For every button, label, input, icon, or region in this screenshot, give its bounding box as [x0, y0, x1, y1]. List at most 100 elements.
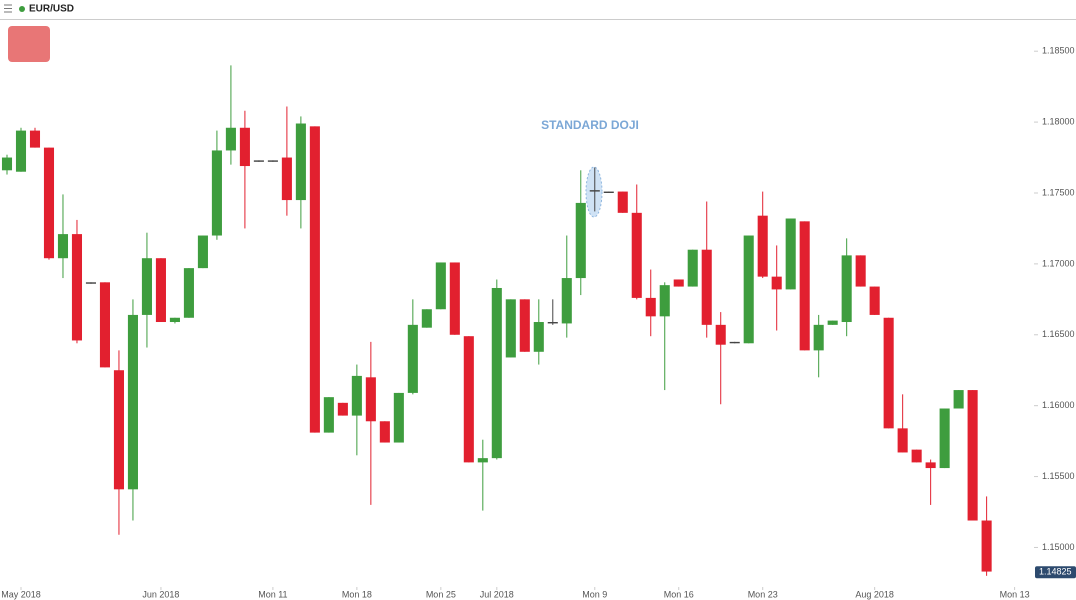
candle-body [729, 341, 740, 344]
candle-body [435, 262, 446, 310]
y-tick-label: 1.15000 [1042, 542, 1075, 552]
candle-body [1, 157, 13, 171]
candle-body [953, 390, 964, 409]
x-tick-label: Mon 23 [748, 589, 778, 599]
candle-body [561, 278, 572, 324]
candle-body [743, 235, 754, 344]
candle-body [15, 130, 27, 172]
candle-body [575, 202, 586, 279]
candle-body [253, 160, 264, 162]
candle-body [939, 408, 950, 469]
candle-body [967, 390, 978, 521]
candle-body [855, 255, 866, 287]
candle-body [71, 234, 83, 341]
candle-body [295, 123, 306, 201]
last-price-label: 1.14825 [1039, 567, 1072, 577]
candle-body [981, 520, 992, 572]
candle-body [869, 286, 880, 315]
candle-body [57, 234, 69, 259]
candle-body [841, 255, 852, 323]
candle-body [757, 215, 768, 277]
candle-body [379, 421, 390, 443]
candle-body [309, 126, 320, 433]
candle-body [449, 262, 460, 335]
menu-icon[interactable] [4, 4, 12, 13]
candle-body [463, 336, 474, 463]
candle-body [155, 258, 166, 323]
candle-body [211, 150, 222, 236]
candle-body [127, 314, 138, 490]
candle-body [925, 462, 936, 469]
candle-body [533, 322, 544, 352]
candle-body [225, 127, 236, 151]
candle-body [239, 127, 250, 167]
candle-body [785, 218, 796, 290]
x-tick-label: Mon 18 [342, 589, 372, 599]
y-tick-label: 1.15500 [1042, 471, 1075, 481]
candle-body [491, 287, 502, 459]
x-tick-label: Mon 11 [258, 589, 287, 599]
y-tick-label: 1.16000 [1042, 400, 1075, 410]
candle-body [85, 282, 97, 284]
candle-body [673, 279, 684, 287]
y-tick-label: 1.16500 [1042, 329, 1075, 339]
candle-body [421, 309, 432, 328]
candle-body [603, 191, 614, 193]
candle-body [631, 212, 642, 298]
candle-body [645, 297, 656, 317]
y-tick-label: 1.18500 [1042, 46, 1075, 56]
x-tick-label: Jun 2018 [142, 589, 179, 599]
x-tick-label: Mon 16 [664, 589, 694, 599]
candle-body [589, 190, 600, 192]
annotation: STANDARD DOJI [541, 118, 639, 132]
candle-body [659, 285, 670, 317]
candle-body [99, 282, 110, 368]
candle-body [393, 392, 404, 443]
candle-body [519, 299, 530, 352]
candle-body [911, 449, 922, 463]
x-tick-label: Mon 25 [426, 589, 456, 599]
candle-body [365, 377, 376, 422]
candle-body [169, 317, 180, 323]
candle-body [183, 268, 194, 318]
candle-body [267, 160, 278, 162]
y-tick-label: 1.17500 [1042, 187, 1075, 197]
candle-body [407, 324, 418, 393]
candle-body [827, 320, 838, 325]
candle-body [687, 249, 698, 287]
candle-body [505, 299, 516, 358]
candle-body [715, 324, 726, 345]
candle-body [771, 276, 782, 290]
symbol-title[interactable]: EUR/USD [29, 4, 74, 15]
candle-body [799, 221, 810, 351]
candle-body [141, 258, 152, 315]
candle-body [197, 235, 208, 269]
candle-body [29, 130, 41, 148]
status-dot [19, 6, 25, 12]
y-tick-label: 1.17000 [1042, 258, 1075, 268]
x-tick-label: Mon 9 [582, 589, 607, 599]
y-tick-label: 1.18000 [1042, 116, 1075, 126]
candle-body [477, 458, 488, 463]
last-price-box [1035, 566, 1076, 579]
candle-body [351, 375, 362, 416]
doji-highlight [585, 166, 603, 218]
x-tick-label: May 2018 [1, 589, 41, 599]
candle-body [883, 317, 894, 429]
candle-body [113, 370, 124, 490]
x-tick-label: Aug 2018 [855, 589, 894, 599]
candle-body [281, 157, 292, 201]
candle-body [617, 191, 628, 213]
candle-body [897, 428, 908, 453]
x-tick-label: Jul 2018 [480, 589, 514, 599]
candle-body [323, 397, 334, 433]
candle-body [701, 249, 712, 325]
candle-body [547, 322, 558, 324]
candle-body [43, 147, 55, 259]
x-tick-label: Mon 13 [1000, 589, 1030, 599]
candle-body [813, 324, 824, 351]
logo [8, 26, 50, 62]
